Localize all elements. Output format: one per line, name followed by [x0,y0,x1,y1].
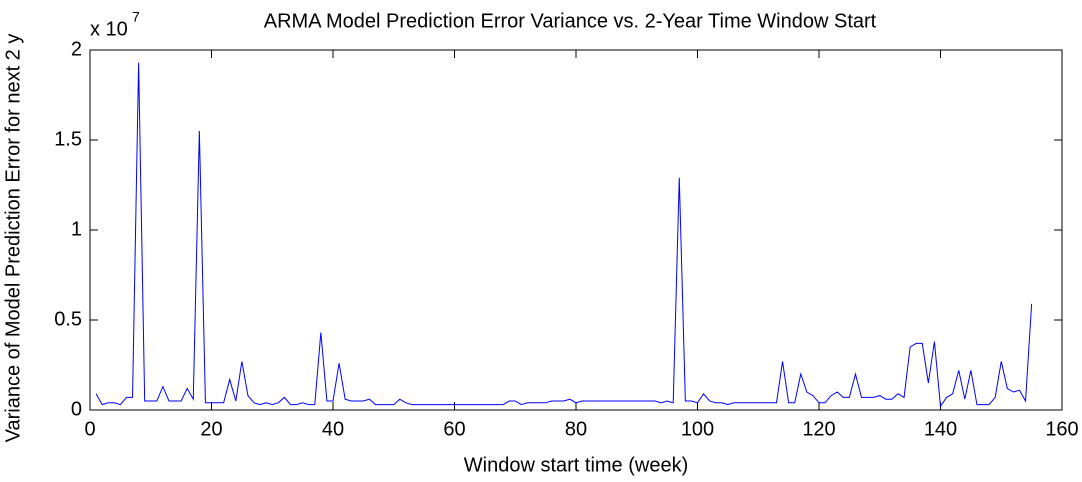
y-tick-label: 0 [71,398,82,420]
x-tick-label: 100 [681,418,714,440]
x-tick-label: 20 [200,418,222,440]
y-tick-label: 1 [71,218,82,240]
y-multiplier: x 10 [90,18,128,40]
y-tick-label: 1.5 [54,128,82,150]
x-axis-label: Window start time (week) [464,454,689,476]
plot-frame [89,49,1063,411]
x-tick-label: 40 [322,418,344,440]
y-tick-label: 2 [71,38,82,60]
y-tick-label: 0.5 [54,308,82,330]
x-tick-label: 160 [1045,418,1078,440]
x-tick-label: 80 [565,418,587,440]
x-tick-label: 120 [802,418,835,440]
x-tick-label: 140 [924,418,957,440]
chart-title: ARMA Model Prediction Error Variance vs.… [264,10,877,32]
y-multiplier-exponent: 7 [132,9,140,25]
x-tick-label: 0 [84,418,95,440]
data-line [95,62,1033,408]
x-tick-label: 60 [443,418,465,440]
y-axis-label: Variance of Model Prediction Error for n… [2,34,24,443]
